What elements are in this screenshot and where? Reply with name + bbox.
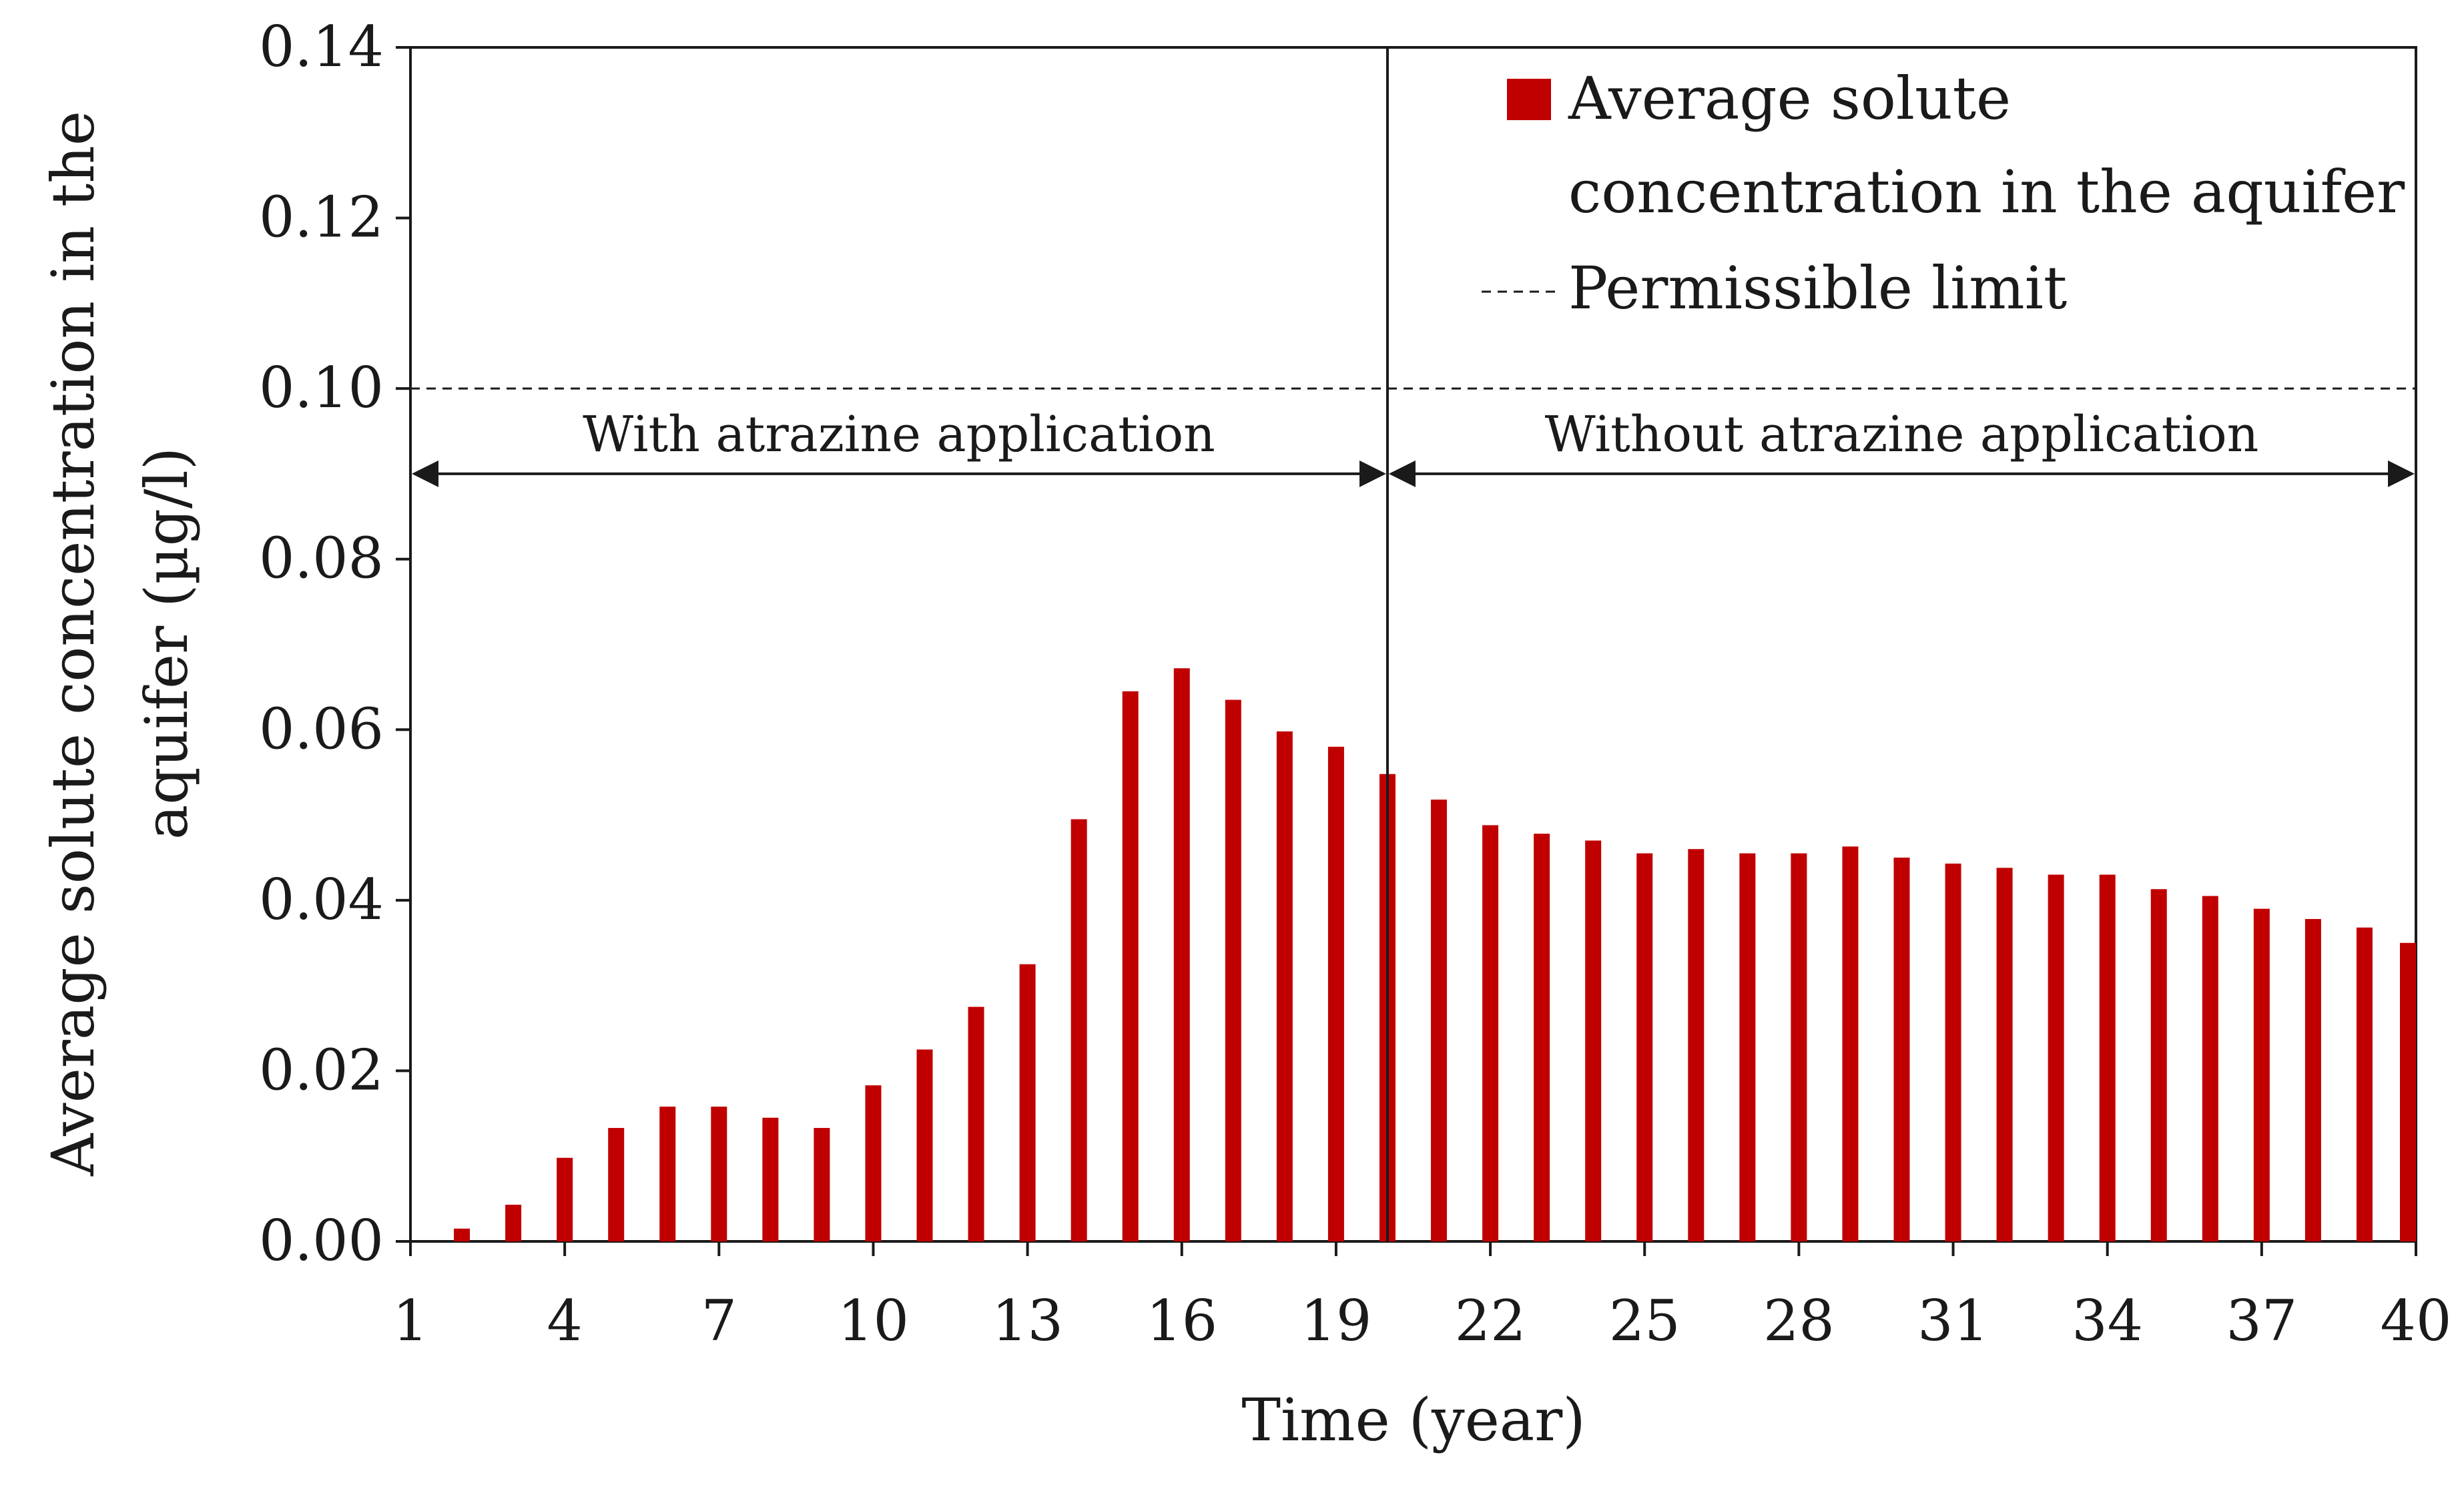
y-tick-label: 0.10 [259, 355, 384, 420]
bar-year-5 [608, 1128, 625, 1241]
bar-year-11 [916, 1049, 933, 1241]
bar-year-13 [1019, 964, 1036, 1241]
bar-year-4 [557, 1157, 573, 1241]
x-tick-label: 1 [392, 1288, 428, 1354]
legend-limit-label: Permissible limit [1568, 254, 2067, 322]
y-tick-label: 0.04 [259, 867, 384, 932]
bar-year-23 [1534, 834, 1550, 1241]
bar-year-2 [454, 1228, 471, 1241]
bar-year-32 [1996, 868, 2013, 1241]
plot-frame [409, 46, 2417, 1243]
bar-year-14 [1070, 819, 1087, 1241]
bar-year-27 [1739, 853, 1756, 1241]
bar-year-19 [1327, 746, 1344, 1241]
bar-year-8 [762, 1117, 779, 1241]
y-axis-ticks: 0.00 0.02 0.04 0.06 0.08 0.10 0.12 0.14 [259, 14, 410, 1273]
legend-series-label-line1: Average solute [1568, 64, 2011, 133]
bar-year-33 [2048, 874, 2064, 1241]
bar-series [454, 668, 2416, 1241]
bar-year-12 [968, 1006, 984, 1241]
x-tick-label: 4 [547, 1288, 582, 1354]
bar-year-18 [1276, 731, 1293, 1241]
bar-year-38 [2304, 918, 2321, 1241]
x-tick-label: 40 [2381, 1288, 2452, 1354]
bar-year-22 [1482, 825, 1499, 1241]
bar-year-34 [2099, 874, 2116, 1241]
x-tick-label: 7 [701, 1288, 737, 1354]
bar-year-31 [1945, 863, 1961, 1241]
x-tick-label: 10 [838, 1288, 909, 1354]
x-tick-label: 13 [992, 1288, 1063, 1354]
y-tick-label: 0.06 [259, 696, 384, 762]
bar-year-40 [2400, 942, 2416, 1241]
bar-year-28 [1791, 853, 1807, 1241]
x-tick-label: 16 [1146, 1288, 1217, 1354]
bar-year-7 [711, 1107, 727, 1241]
x-axis-title: Time (year) [1241, 1386, 1585, 1454]
legend: Average solute concentration in the aqui… [1482, 64, 2405, 322]
bar-year-39 [2356, 927, 2373, 1241]
bar-year-3 [505, 1205, 522, 1241]
bar-year-25 [1636, 853, 1653, 1241]
legend-series-label-line2: concentration in the aquifer [1568, 158, 2405, 226]
bar-year-6 [659, 1107, 676, 1241]
x-tick-label: 25 [1609, 1288, 1680, 1354]
bar-year-24 [1585, 840, 1602, 1241]
x-tick-label: 31 [1917, 1288, 1989, 1354]
legend-swatch-bar [1507, 79, 1551, 120]
with-application-label: With atrazine application [583, 406, 1215, 463]
x-tick-label: 37 [2226, 1288, 2297, 1354]
bar-year-29 [1842, 846, 1859, 1241]
bar-year-16 [1173, 668, 1190, 1241]
bar-year-37 [2253, 908, 2270, 1241]
bar-year-9 [814, 1128, 830, 1241]
x-axis-ticks: 1 4 7 10 13 16 19 22 25 28 31 34 37 40 [392, 1241, 2451, 1354]
y-tick-label: 0.12 [259, 185, 384, 250]
x-tick-label: 28 [1763, 1288, 1835, 1354]
bar-year-35 [2150, 889, 2167, 1241]
x-tick-label: 34 [2072, 1288, 2143, 1354]
y-axis-title-line1: Average solute concentration in the [39, 111, 107, 1177]
bar-year-30 [1893, 857, 1910, 1241]
y-axis-title-line2: aquifer (µg/l) [132, 447, 201, 840]
bar-year-36 [2202, 896, 2218, 1241]
x-tick-label: 22 [1455, 1288, 1526, 1354]
bar-year-10 [865, 1085, 882, 1241]
x-tick-label: 19 [1300, 1288, 1371, 1354]
bar-year-17 [1225, 699, 1241, 1241]
bar-year-21 [1431, 800, 1448, 1241]
y-tick-label: 0.02 [259, 1037, 384, 1103]
bar-year-15 [1122, 691, 1139, 1241]
y-tick-label: 0.08 [259, 526, 384, 591]
bar-year-26 [1688, 849, 1705, 1241]
y-tick-label: 0.00 [259, 1208, 384, 1273]
without-application-label: Without atrazine application [1545, 406, 2259, 463]
y-tick-label: 0.14 [259, 14, 384, 79]
